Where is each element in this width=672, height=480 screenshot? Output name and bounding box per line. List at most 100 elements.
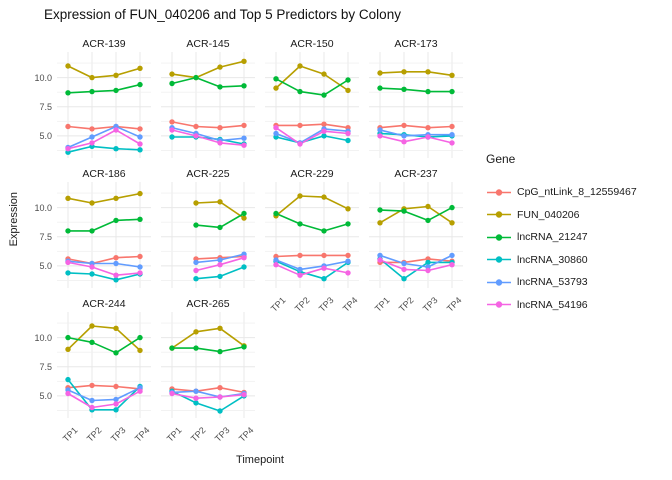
series-line-lncRNA_21247 [379,206,453,222]
facet-title: ACR-186 [82,168,126,180]
series-line-lncRNA_21247 [171,76,245,88]
series-line-CpG_ntLink_8_12559467 [67,125,141,130]
y-tick-label: 7.5 [39,231,52,242]
series-line-lncRNA_54196 [379,135,453,144]
facet-panel [265,182,359,288]
y-tick-label: 7.5 [39,361,52,372]
x-tick-label: TP2 [397,295,417,314]
series-points-lncRNA_21247 [169,344,247,355]
series-points-lncRNA_54196 [65,127,143,152]
facet-title: ACR-173 [394,38,438,50]
legend-item: FUN_040206 [486,208,579,222]
legend-key-icon [487,256,511,263]
series-line-lncRNA_54196 [67,129,141,150]
series-line-lncRNA_54196 [275,263,349,276]
series-line-lncRNA_21247 [171,346,245,353]
series-points-lncRNA_21247 [65,216,143,234]
series-line-lncRNA_21247 [275,212,349,232]
facet-panel [265,52,359,158]
series-line-lncRNA_53793 [379,254,453,268]
series-line-lncRNA_30860 [67,145,141,153]
series-line-lncRNA_54196 [275,126,349,145]
legend-key-icon [487,301,511,308]
gridlines [369,182,463,288]
series-points-lncRNA_54196 [169,127,247,148]
facet-title: ACR-244 [82,298,126,310]
x-axis-title: Timepoint [236,454,284,466]
gridlines [57,182,151,288]
gridlines [161,182,255,288]
facet-panel [57,182,151,288]
facet-panel [57,52,151,158]
y-tick-label: 5.0 [39,260,52,271]
series-points-lncRNA_21247 [273,76,351,98]
series-points-lncRNA_30860 [193,264,247,282]
series-line-lncRNA_54196 [379,259,453,272]
series-line-lncRNA_53793 [67,260,141,268]
x-tick-label: TP1 [61,425,81,444]
y-tick-label: 10.0 [34,332,52,343]
series-line-lncRNA_21247 [67,83,141,94]
x-tick-label: TP4 [133,425,153,444]
facet-title: ACR-225 [186,168,230,180]
series-points-FUN_040206 [193,199,247,221]
y-tick-label: 5.0 [39,390,52,401]
facet-panel [369,182,463,288]
y-tick-label: 7.5 [39,101,52,112]
legend-key-icon [487,278,511,286]
facet-title: ACR-265 [186,298,230,310]
series-points-lncRNA_54196 [65,388,143,411]
series-points-lncRNA_54196 [193,255,247,274]
series-line-CpG_ntLink_8_12559467 [275,254,349,258]
series-line-lncRNA_30860 [171,136,245,145]
legend-item: CpG_ntLink_8_12559467 [486,185,637,199]
series-points-FUN_040206 [65,63,143,81]
legend-item: lncRNA_21247 [486,230,588,244]
series-points-lncRNA_54196 [377,133,455,146]
x-tick-label: TP4 [445,295,465,314]
y-tick-label: 10.0 [34,202,52,213]
gridlines [161,312,255,418]
legend-item: lncRNA_54196 [486,298,588,312]
facet-panel [161,312,255,418]
series-line-FUN_040206 [67,65,141,79]
gridlines [369,52,463,158]
series-points-lncRNA_21247 [169,74,247,90]
facet-panel [369,52,463,158]
legend-label: lncRNA_53793 [517,276,588,288]
x-tick-label: TP3 [213,425,233,444]
series-points-FUN_040206 [377,69,455,78]
facet-panel [57,312,151,418]
chart-title: Expression of FUN_040206 and Top 5 Predi… [44,7,401,22]
legend-label: CpG_ntLink_8_12559467 [517,186,637,198]
series-line-lncRNA_54196 [171,129,245,146]
series-points-lncRNA_30860 [273,258,351,282]
series-points-FUN_040206 [273,63,351,94]
series-points-CpG_ntLink_8_12559467 [169,119,247,131]
series-points-lncRNA_21247 [65,81,143,96]
legend-title: Gene [486,152,516,166]
y-tick-label: 5.0 [39,130,52,141]
series-line-lncRNA_54196 [171,392,245,399]
series-points-lncRNA_53793 [193,251,247,266]
x-tick-label: TP2 [189,425,209,444]
series-line-lncRNA_21247 [379,87,453,93]
series-line-lncRNA_21247 [275,77,349,96]
series-line-lncRNA_53793 [275,128,349,144]
x-tick-label: TP3 [421,295,441,314]
series-line-lncRNA_21247 [67,218,141,232]
series-line-lncRNA_54196 [67,261,141,276]
series-line-CpG_ntLink_8_12559467 [379,258,453,264]
series-line-lncRNA_53793 [67,386,141,402]
facet-title: ACR-237 [394,168,438,180]
x-tick-label: TP4 [341,295,361,314]
series-line-CpG_ntLink_8_12559467 [275,123,349,129]
x-tick-label: TP4 [237,425,257,444]
series-points-lncRNA_21247 [377,204,455,224]
series-points-lncRNA_21247 [273,210,351,234]
series-points-lncRNA_54196 [273,262,351,278]
series-line-lncRNA_30860 [67,272,141,281]
series-line-FUN_040206 [379,205,453,224]
legend-key-icon [487,211,511,218]
